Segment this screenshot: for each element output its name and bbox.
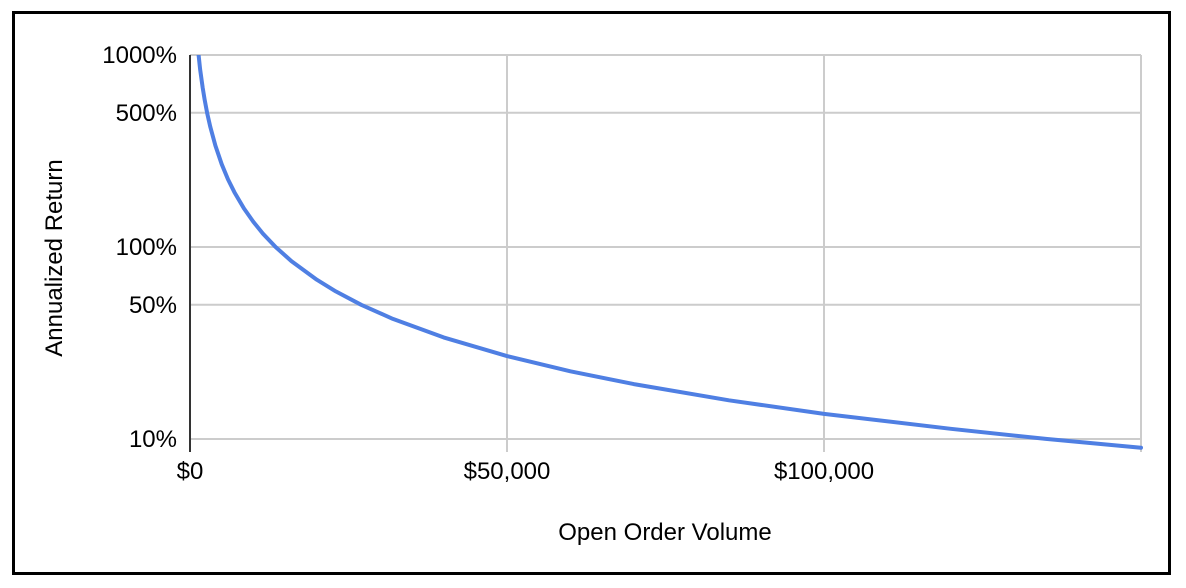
series-line [196,55,1143,450]
x-tick-label: $0 [177,458,204,485]
y-tick-label: 1000% [102,42,177,69]
y-tick-label: 100% [116,234,177,261]
y-axis-title: Annualized Return [41,159,68,357]
x-tick-label: $50,000 [464,458,551,485]
x-tick-label: $100,000 [774,458,874,485]
y-tick-label: 500% [116,100,177,127]
x-axis-title: Open Order Volume [558,519,772,546]
y-tick-label: 50% [129,292,177,319]
y-tick-label: 10% [129,426,177,453]
